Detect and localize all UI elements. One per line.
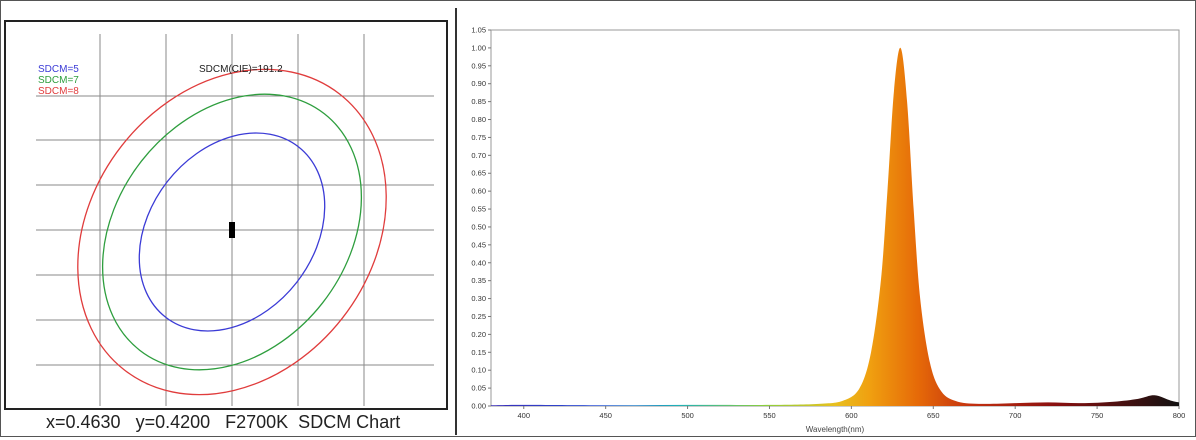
panel-divider xyxy=(455,8,457,435)
spectrum-y-tick-label: 0.55 xyxy=(471,205,486,214)
spectrum-y-tick-label: 0.70 xyxy=(471,151,486,160)
spectrum-x-axis: 400 450 500 550 600 650 700 750 800 xyxy=(518,406,1186,420)
spectrum-y-axis: 0.00 0.05 0.10 0.15 0.20 0.25 0.30 0.35 0.40 0.45… xyxy=(471,26,491,411)
spectrum-y-tick-label: 0.50 xyxy=(471,222,486,231)
sdcm-caption: x=0.4630 y=0.4200 F2700K SDCM Chart xyxy=(46,412,401,432)
spectrum-x-tick-label: 800 xyxy=(1173,411,1186,420)
spectrum-y-tick-label: 0.95 xyxy=(471,61,486,70)
spectrum-y-tick-label: 0.80 xyxy=(471,115,486,124)
sdcm-title: SDCM(CIE)=191.2 xyxy=(199,64,283,75)
spectrum-y-tick-label: 0.25 xyxy=(471,312,486,321)
spectrum-y-tick-label: 0.45 xyxy=(471,240,486,249)
spectrum-y-tick-label: 0.30 xyxy=(471,294,486,303)
sdcm-grid xyxy=(36,34,434,406)
spectrum-x-tick-label: 400 xyxy=(518,411,531,420)
spectrum-x-tick-label: 750 xyxy=(1091,411,1104,420)
sdcm-ellipse-sdcm-5 xyxy=(138,132,326,332)
spectrum-y-tick-label: 0.85 xyxy=(471,97,486,106)
spectrum-y-tick-label: 0.00 xyxy=(471,402,486,411)
spectrum-plot-area xyxy=(490,29,1180,407)
spectrum-x-tick-label: 700 xyxy=(1009,411,1022,420)
spectrum-x-tick-label: 550 xyxy=(763,411,776,420)
spectrum-y-tick-label: 0.60 xyxy=(471,187,486,196)
spectrum-x-label: Wavelength(nm) xyxy=(806,425,865,434)
sdcm-ellipses xyxy=(77,68,387,396)
sdcm-ellipse-sdcm-7 xyxy=(101,93,363,371)
spectrum-chart: 0.00 0.05 0.10 0.15 0.20 0.25 0.30 0.35 0.40 0.45… xyxy=(471,26,1186,435)
spectrum-y-tick-label: 0.10 xyxy=(471,366,486,375)
sdcm-legend-item: SDCM=8 xyxy=(38,86,79,97)
spectrum-chart-panel: 0.00 0.05 0.10 0.15 0.20 0.25 0.30 0.35 0.40 0.45… xyxy=(457,24,1193,435)
spectrum-y-tick-label: 0.05 xyxy=(471,384,486,393)
sdcm-ellipse-sdcm-8 xyxy=(77,68,387,396)
spectrum-y-tick-label: 0.90 xyxy=(471,79,486,88)
spectrum-y-tick-label: 0.15 xyxy=(471,348,486,357)
sdcm-legend-item: SDCM=5 xyxy=(38,64,79,75)
spectrum-x-tick-label: 450 xyxy=(599,411,612,420)
spectrum-x-tick-label: 600 xyxy=(845,411,858,420)
spectrum-y-tick-label: 1.00 xyxy=(471,43,486,52)
spectrum-y-tick-label: 0.65 xyxy=(471,169,486,178)
spectrum-x-tick-label: 650 xyxy=(927,411,940,420)
spectrum-y-tick-label: 0.35 xyxy=(471,276,486,285)
sdcm-legend-item: SDCM=7 xyxy=(38,75,79,86)
spectrum-x-tick-label: 500 xyxy=(681,411,694,420)
spectrum-y-tick-label: 1.05 xyxy=(471,26,486,35)
spectrum-y-tick-label: 0.40 xyxy=(471,258,486,267)
measured-point xyxy=(229,222,235,238)
spectrum-y-tick-label: 0.75 xyxy=(471,133,486,142)
spectrum-y-tick-label: 0.20 xyxy=(471,330,486,339)
sdcm-chart-panel: SDCM(CIE)=191.2 SDCM=5 SDCM=7 SDCM=8 xyxy=(4,20,448,410)
